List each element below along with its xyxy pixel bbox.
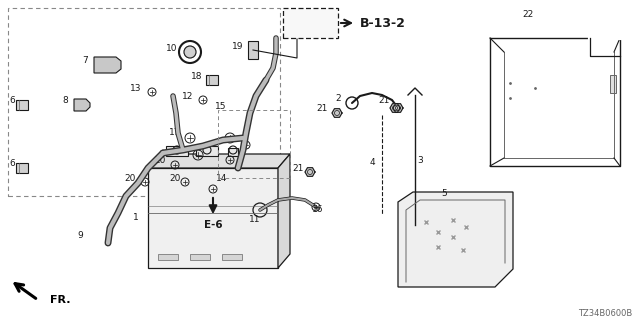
- Text: 21: 21: [292, 164, 304, 172]
- Polygon shape: [148, 154, 290, 168]
- Text: 18: 18: [191, 71, 203, 81]
- Bar: [222, 254, 242, 260]
- Text: 20: 20: [170, 173, 180, 182]
- Bar: [283, 8, 338, 38]
- Bar: [166, 146, 188, 156]
- Text: 3: 3: [417, 156, 423, 164]
- Text: 9: 9: [77, 230, 83, 239]
- Text: 6: 6: [9, 158, 15, 167]
- Bar: [218, 110, 290, 178]
- Polygon shape: [398, 192, 513, 287]
- Bar: [16, 100, 28, 110]
- Text: E-6: E-6: [204, 220, 222, 230]
- Bar: [16, 163, 28, 173]
- Polygon shape: [305, 168, 315, 176]
- Text: 21: 21: [316, 103, 328, 113]
- Bar: [248, 41, 258, 59]
- Polygon shape: [390, 104, 400, 112]
- Text: 7: 7: [82, 55, 88, 65]
- Bar: [610, 75, 616, 93]
- Polygon shape: [332, 109, 342, 117]
- Polygon shape: [94, 57, 121, 73]
- Text: 17: 17: [169, 127, 180, 137]
- Text: FR.: FR.: [50, 295, 70, 305]
- Text: 4: 4: [369, 157, 375, 166]
- Text: 2: 2: [335, 93, 341, 102]
- Text: 13: 13: [131, 84, 141, 92]
- Polygon shape: [393, 104, 403, 112]
- Text: 1: 1: [133, 213, 139, 222]
- Bar: [148, 168, 278, 268]
- Bar: [206, 75, 218, 85]
- Circle shape: [184, 46, 196, 58]
- Text: B-13-2: B-13-2: [360, 17, 406, 29]
- Text: 10: 10: [166, 44, 178, 52]
- Bar: [228, 148, 238, 156]
- Text: TZ34B0600B: TZ34B0600B: [578, 309, 632, 318]
- Text: 22: 22: [522, 10, 534, 19]
- Bar: [158, 254, 178, 260]
- Bar: [8, 8, 280, 196]
- Text: 8: 8: [62, 95, 68, 105]
- Polygon shape: [278, 154, 290, 268]
- Text: 15: 15: [215, 101, 227, 110]
- Text: 20: 20: [154, 156, 166, 164]
- Text: 11: 11: [249, 215, 260, 225]
- Bar: [292, 14, 302, 32]
- Text: 16: 16: [312, 205, 324, 214]
- Text: 20: 20: [124, 173, 136, 182]
- Text: 14: 14: [216, 173, 228, 182]
- Text: 19: 19: [232, 42, 244, 51]
- Text: 6: 6: [9, 95, 15, 105]
- Text: 21: 21: [378, 95, 390, 105]
- Polygon shape: [74, 99, 90, 111]
- Text: 12: 12: [182, 92, 194, 100]
- Bar: [190, 254, 210, 260]
- Text: 5: 5: [441, 188, 447, 197]
- Bar: [196, 146, 218, 156]
